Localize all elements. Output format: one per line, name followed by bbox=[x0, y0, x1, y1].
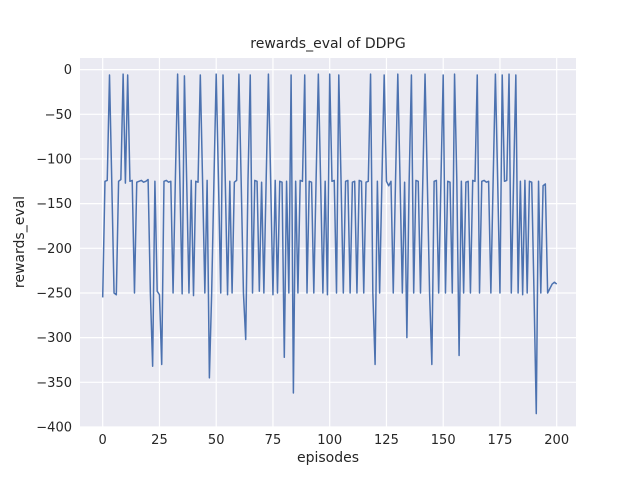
y-tick-label: −300 bbox=[36, 331, 72, 346]
x-tick-label: 200 bbox=[544, 433, 569, 448]
y-axis-label: rewards_eval bbox=[12, 196, 28, 288]
chart-title: rewards_eval of DDPG bbox=[250, 36, 405, 52]
y-tick-label: −100 bbox=[36, 152, 72, 167]
y-tick-label: 0 bbox=[64, 63, 72, 78]
x-tick-label: 100 bbox=[317, 433, 342, 448]
x-tick-label: 50 bbox=[208, 433, 225, 448]
x-tick-label: 25 bbox=[151, 433, 168, 448]
x-tick-label: 75 bbox=[265, 433, 282, 448]
y-tick-label: −50 bbox=[45, 108, 72, 123]
y-tick-label: −400 bbox=[36, 421, 72, 436]
y-tick-label: −150 bbox=[36, 197, 72, 212]
x-tick-label: 125 bbox=[374, 433, 399, 448]
y-tick-label: −250 bbox=[36, 286, 72, 301]
y-tick-label: −350 bbox=[36, 376, 72, 391]
x-axis-label: episodes bbox=[297, 450, 359, 466]
x-tick-label: 175 bbox=[488, 433, 513, 448]
x-tick-label: 0 bbox=[99, 433, 107, 448]
x-tick-label: 150 bbox=[431, 433, 456, 448]
data-line bbox=[101, 73, 558, 415]
y-tick-label: −200 bbox=[36, 242, 72, 257]
